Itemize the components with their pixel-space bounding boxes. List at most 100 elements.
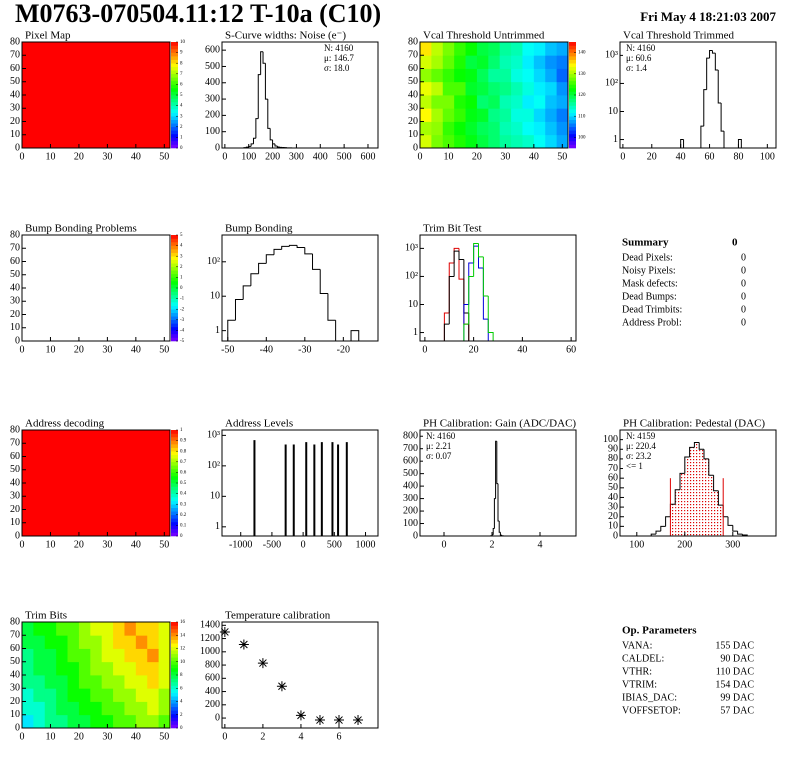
heatmap-cell [101, 714, 114, 729]
hist-bin [281, 245, 290, 250]
heatmap-cell [499, 81, 512, 96]
stats-line: μ: 220.4 [626, 441, 656, 451]
summary-count: 0 [741, 304, 746, 315]
palette-step [171, 451, 178, 456]
palette-step [171, 507, 178, 512]
y-tick-label: 60 [10, 643, 20, 654]
heatmap-cell [90, 622, 103, 636]
heatmap-cell [124, 661, 137, 676]
heatmap-cell [33, 661, 46, 676]
heatmap-cell [499, 55, 512, 69]
y-tick-label: 200 [403, 505, 418, 516]
star-marker [353, 715, 364, 726]
hist-bin [458, 251, 464, 261]
palette-step [569, 130, 576, 135]
x-tick-label: 40 [131, 731, 141, 742]
heatmap-cell [465, 95, 478, 109]
palette-step [171, 330, 178, 335]
palette-label: 130 [578, 72, 586, 77]
palette-step [569, 133, 576, 138]
heatmap-cell [44, 622, 57, 636]
hist-fill [675, 489, 680, 536]
heatmap-cell [465, 121, 478, 136]
heatmap-cell [78, 635, 91, 649]
heatmap-cell [476, 121, 489, 136]
heatmap-cell [511, 81, 523, 96]
palette-step [171, 119, 178, 124]
heatmap-cell [522, 121, 535, 136]
heatmap-cell [556, 68, 569, 83]
stats-line: σ: 18.0 [324, 63, 350, 73]
heatmap-cell [90, 675, 103, 689]
palette-step [171, 245, 178, 250]
heatmap-cell [22, 635, 34, 649]
y-tick-label: 0 [413, 142, 418, 153]
palette-step [171, 95, 178, 99]
palette-step [171, 518, 178, 523]
x-tick-label: 2 [490, 539, 495, 550]
palette-label: 0.4 [180, 492, 187, 497]
heatmap-cell [96, 509, 134, 537]
heatmap-cell [465, 108, 478, 122]
heatmap-cell [113, 622, 125, 636]
palette-label: 110 [578, 114, 586, 119]
palette-step [171, 682, 178, 686]
y-tick-label: 400 [205, 686, 220, 697]
palette-step [171, 660, 178, 665]
palette-step [569, 105, 576, 110]
hist-bin [443, 323, 450, 341]
heatmap-cell [158, 714, 171, 729]
palette-step [171, 461, 178, 466]
x-tick-label: 50 [159, 151, 169, 162]
palette-step [171, 632, 178, 637]
heatmap-cell [135, 688, 148, 702]
hist-bin [709, 49, 713, 59]
heatmap-cell [22, 483, 60, 510]
palette-step [171, 696, 178, 701]
palette-step [171, 144, 178, 149]
hist-bin [499, 532, 502, 536]
heatmap-cell [22, 675, 34, 689]
x-tick-label: 30 [102, 731, 112, 742]
heatmap-cell [78, 714, 91, 729]
palette-step [171, 337, 178, 342]
palette-step [171, 277, 178, 282]
palette-label: 0.1 [180, 524, 187, 529]
y-tick-label: 800 [205, 659, 220, 670]
heatmap-cell [135, 675, 148, 689]
palette-step [569, 102, 576, 106]
x-tick-label: 600 [360, 151, 375, 162]
heatmap-cell [556, 55, 569, 69]
palette-step [171, 472, 178, 477]
palette-step [171, 238, 178, 243]
heatmap-cell [511, 134, 523, 149]
page-title: M0763-070504.11:12 T-10a (C10) [15, 0, 381, 28]
x-tick-label: 20 [74, 344, 84, 355]
y-tick-label: 0 [613, 530, 618, 541]
heatmap-cell [431, 108, 444, 122]
palette-step [171, 63, 178, 68]
star-marker [219, 626, 230, 637]
y-tick-label: 20 [10, 309, 20, 320]
palette-step [171, 699, 178, 704]
palette-step [569, 80, 576, 85]
heatmap-cell [511, 121, 523, 136]
heatmap-cell [442, 55, 455, 69]
hist-bin [274, 143, 278, 147]
heatmap-cell [135, 635, 148, 649]
palette-step [569, 98, 576, 103]
heatmap-cell [442, 121, 455, 136]
palette-step [569, 91, 576, 96]
hist-bin [706, 57, 710, 90]
hist-bin [453, 247, 459, 264]
palette-step [569, 70, 576, 75]
heatmap-cell [556, 134, 569, 149]
heatmap-cell [96, 95, 134, 122]
heatmap-cell [133, 456, 171, 484]
hist-bin [655, 530, 661, 535]
palette-label: 7 [180, 72, 183, 77]
heatmap-cell [522, 95, 535, 109]
palette-step [569, 59, 576, 64]
palette-step [171, 126, 178, 131]
heatmap-cell [545, 55, 558, 69]
